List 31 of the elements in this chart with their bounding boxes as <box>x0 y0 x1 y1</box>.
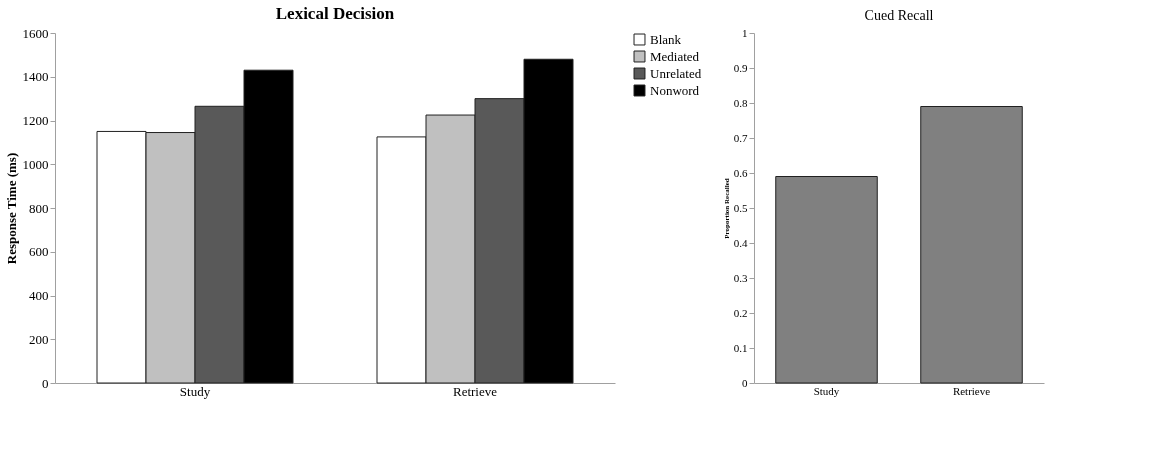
y-tick-label: 1 <box>742 26 748 39</box>
legend-label: Blank <box>650 31 682 47</box>
chart-title: Lexical Decision <box>275 4 395 23</box>
y-tick-label: 0.4 <box>733 236 748 249</box>
legend-label: Unrelated <box>650 65 702 81</box>
x-tick-label: Study <box>813 384 840 397</box>
y-tick-label: 0 <box>742 376 748 389</box>
y-tick-label: 0.6 <box>733 166 748 179</box>
y-tick-label: 0.3 <box>733 271 748 284</box>
y-axis-title: Response Time (ms) <box>3 152 19 265</box>
y-tick-label: 1600 <box>22 25 49 41</box>
y-tick-label: 0.9 <box>733 61 748 74</box>
y-tick-label: 0.1 <box>733 341 748 354</box>
x-tick-label: Retrieve <box>952 384 991 397</box>
y-tick-label: 200 <box>29 331 49 347</box>
x-tick-label: Study <box>179 383 211 399</box>
y-tick-label: 800 <box>29 200 49 216</box>
y-tick-label: 0.2 <box>733 306 748 319</box>
chart-title: Cued Recall <box>864 8 934 23</box>
y-tick-label: 0 <box>42 375 49 391</box>
y-tick-label: 600 <box>29 244 49 260</box>
y-tick-label: 1000 <box>22 156 49 172</box>
legend-label: Nonword <box>650 82 700 98</box>
y-tick-label: 1200 <box>22 113 49 128</box>
x-tick-label: Retrieve <box>452 383 498 399</box>
y-tick-label: 0.8 <box>733 96 748 109</box>
y-tick-label: 1400 <box>22 69 49 85</box>
y-tick-label: 0.7 <box>733 131 748 144</box>
y-tick-label: 400 <box>29 288 49 303</box>
legend-label: Mediated <box>650 48 700 64</box>
y-tick-label: 0.5 <box>733 201 748 214</box>
